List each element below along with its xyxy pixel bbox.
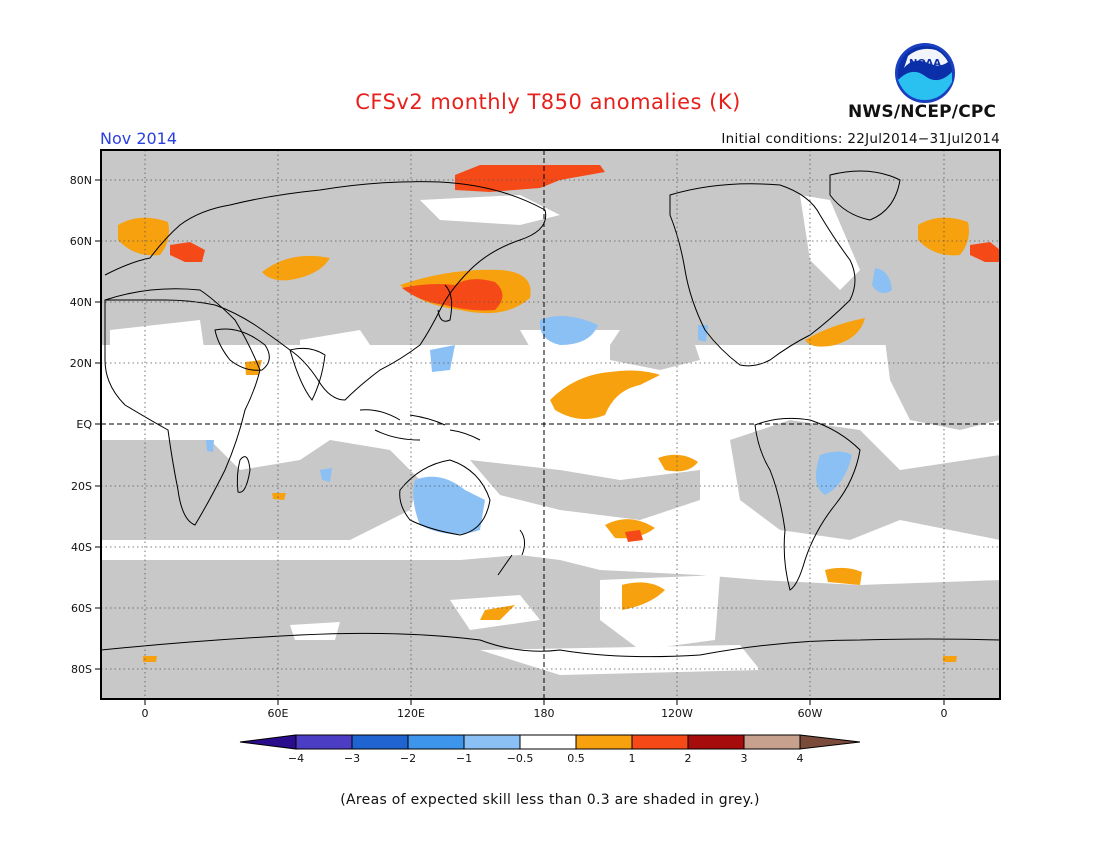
colorbar-gt4: [799, 734, 861, 750]
colorbar-tick: −1: [456, 752, 472, 765]
colorbar-tick: −4: [288, 752, 304, 765]
lon-label: 0: [142, 707, 149, 720]
chart-title: CFSv2 monthly T850 anomalies (K): [355, 90, 741, 114]
logo-text: NOAA: [909, 58, 941, 69]
initial-conditions: Initial conditions: 22Jul2014−31Jul2014: [721, 131, 1000, 147]
colorbar-tick: 4: [797, 752, 804, 765]
lon-label: 180: [534, 707, 555, 720]
negative-anomalies: [206, 268, 892, 534]
colorbar-bin: [295, 734, 353, 750]
colorbar-bin: [743, 734, 801, 750]
colorbar-bin: [519, 734, 577, 750]
colorbar-tick: 1: [629, 752, 636, 765]
positive-anomalies-1-2: [170, 165, 1000, 542]
lat-label: 20N: [70, 357, 92, 370]
skill-note: (Areas of expected skill less than 0.3 a…: [340, 792, 760, 808]
colorbar-lt-4: [239, 734, 297, 750]
lat-label: 60S: [71, 602, 92, 615]
colorbar-bin: [575, 734, 633, 750]
colorbar: −4 −3 −2 −1 −0.5 0.5 1 2 3 4: [239, 734, 861, 765]
colorbar-tick: 3: [741, 752, 748, 765]
colorbar-tick: −0.5: [507, 752, 534, 765]
lat-label: 40N: [70, 296, 92, 309]
colorbar-tick: 2: [685, 752, 692, 765]
colorbar-bin: [463, 734, 521, 750]
lon-label: 120W: [661, 707, 693, 720]
lat-label: EQ: [76, 418, 92, 431]
colorbar-bin: [407, 734, 465, 750]
colorbar-bin: [631, 734, 689, 750]
lon-label: 60E: [268, 707, 289, 720]
lon-label: 120E: [397, 707, 425, 720]
colorbar-bin: [351, 734, 409, 750]
lon-label: 0: [941, 707, 948, 720]
lon-label: 60W: [798, 707, 823, 720]
agency-label: NWS/NCEP/CPC: [848, 102, 997, 122]
noaa-logo: NOAA: [894, 42, 956, 108]
skill-mask: [101, 150, 1000, 699]
anomaly-map: 80N 60N 40N 20N EQ 20S 40S 60S 80S 0 60E…: [70, 149, 1001, 765]
lat-label: 80N: [70, 174, 92, 187]
lat-label: 60N: [70, 235, 92, 248]
lat-label: 40S: [71, 541, 92, 554]
lat-label: 80S: [71, 663, 92, 676]
colorbar-tick: 0.5: [567, 752, 585, 765]
colorbar-bin: [687, 734, 745, 750]
colorbar-tick: −2: [400, 752, 416, 765]
colorbar-tick: −3: [344, 752, 360, 765]
lat-label: 20S: [71, 480, 92, 493]
forecast-month: Nov 2014: [100, 129, 178, 148]
